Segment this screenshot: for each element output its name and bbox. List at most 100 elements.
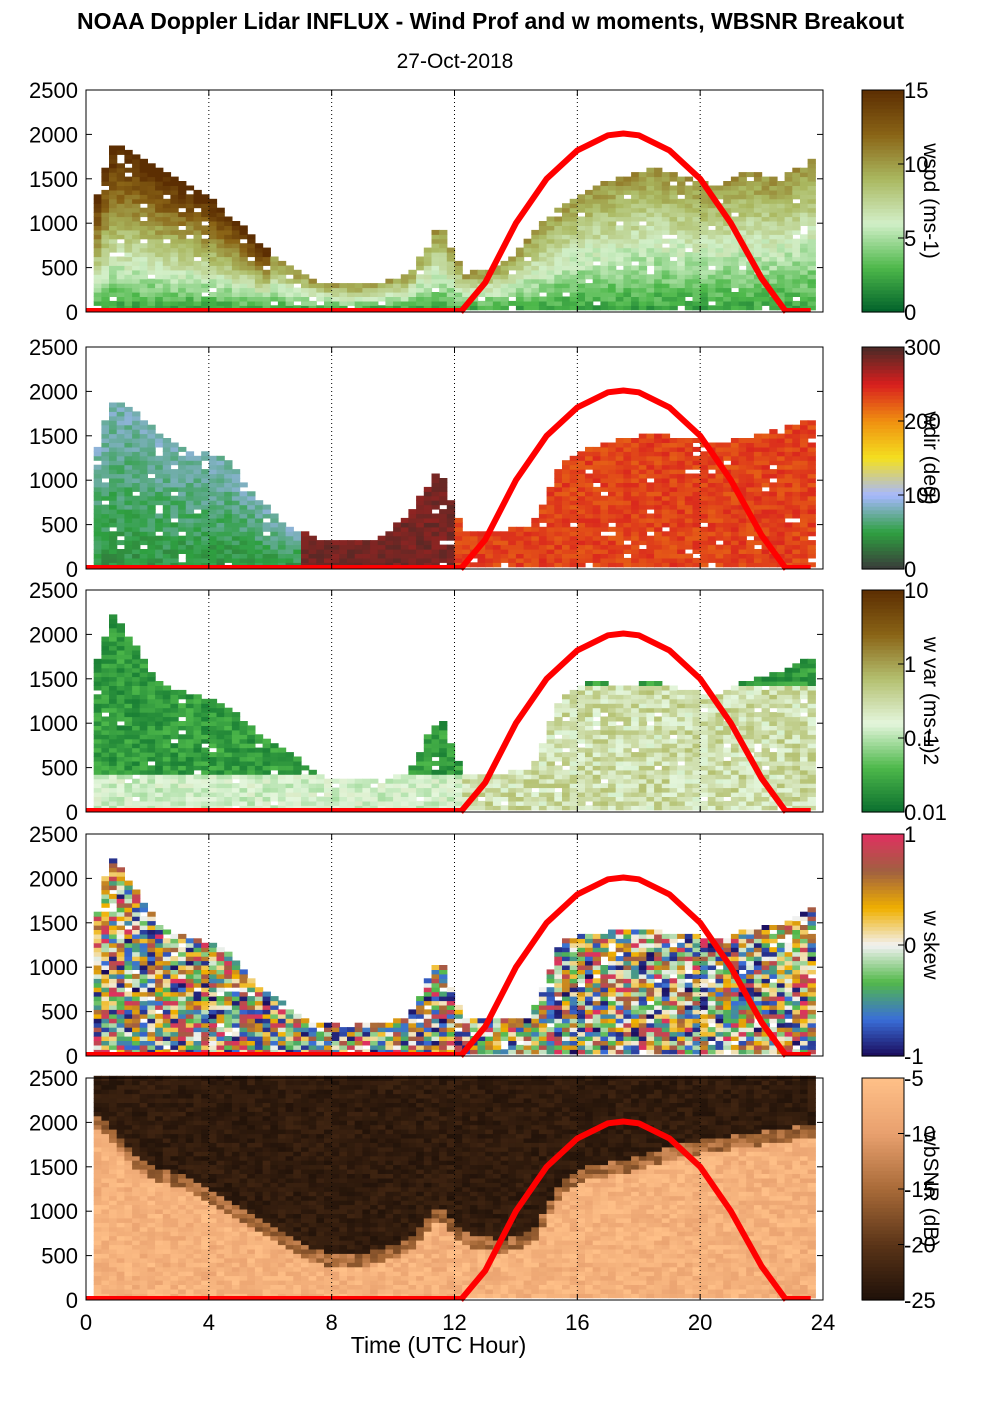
heatmap-cell <box>677 296 686 302</box>
heatmap-cell <box>631 478 640 483</box>
heatmap-cell <box>800 540 809 546</box>
heatmap-cell <box>723 300 732 306</box>
heatmap-cell <box>393 787 402 793</box>
heatmap-cell <box>746 225 755 231</box>
heatmap-cell <box>807 176 816 182</box>
heatmap-cell <box>216 703 225 709</box>
heatmap-cell <box>485 300 494 306</box>
heatmap-cell <box>769 256 778 262</box>
heatmap-cell <box>746 216 755 222</box>
heatmap-cell <box>208 460 218 466</box>
heatmap-cell <box>285 557 294 563</box>
heatmap-cell <box>301 535 310 541</box>
heatmap-cell <box>800 522 809 528</box>
heatmap-cell <box>101 429 110 435</box>
heatmap-cell <box>185 769 195 775</box>
heatmap-cell <box>546 269 555 275</box>
heatmap-cell <box>439 526 448 532</box>
heatmap-cell <box>239 491 248 497</box>
heatmap-cell <box>439 522 448 528</box>
heatmap-cell <box>554 238 563 244</box>
heatmap-cell <box>715 482 724 488</box>
heatmap-cell <box>638 247 648 253</box>
heatmap-cell <box>707 278 717 284</box>
heatmap-cell <box>654 495 663 501</box>
heatmap-cell <box>638 491 648 497</box>
heatmap-cell <box>615 292 624 297</box>
heatmap-cell <box>546 243 555 249</box>
heatmap-cell <box>454 292 463 297</box>
heatmap-cell <box>715 504 724 510</box>
heatmap-cell <box>216 513 225 519</box>
heatmap-cell <box>170 549 179 554</box>
colorbar-swatch <box>862 554 904 559</box>
heatmap-cell <box>700 451 709 457</box>
heatmap-cell <box>700 500 709 506</box>
heatmap-cell <box>462 549 471 554</box>
heatmap-cell <box>761 460 770 466</box>
heatmap-cell <box>577 469 586 475</box>
heatmap-cell <box>761 216 770 222</box>
heatmap-cell <box>600 482 609 488</box>
heatmap-cell <box>707 260 717 266</box>
heatmap-cell <box>500 549 509 554</box>
heatmap-cell <box>101 194 110 200</box>
heatmap-cell <box>592 473 601 479</box>
heatmap-cell <box>423 491 433 497</box>
heatmap-cell <box>600 557 609 563</box>
heatmap-cell <box>769 300 778 306</box>
heatmap-cell <box>132 238 141 244</box>
heatmap-cell <box>408 774 417 780</box>
heatmap-cell <box>661 535 671 541</box>
heatmap-cell <box>339 544 348 550</box>
heatmap-cell <box>224 221 233 226</box>
heatmap-cell <box>669 287 678 293</box>
heatmap-cell <box>638 540 648 546</box>
heatmap-cell <box>615 540 624 546</box>
heatmap-cell <box>784 221 793 226</box>
heatmap-cell <box>723 305 732 311</box>
heatmap-cell <box>224 526 233 532</box>
heatmap-cell <box>139 504 148 510</box>
heatmap-cell <box>93 752 102 758</box>
heatmap-cell <box>109 464 118 470</box>
heatmap-cell <box>385 553 394 559</box>
heatmap-cell <box>116 203 125 209</box>
heatmap-cell <box>600 194 609 200</box>
colorbar-frame <box>861 346 905 570</box>
heatmap-cell <box>170 185 179 191</box>
heatmap-cell <box>147 464 156 470</box>
heatmap-cell <box>155 513 164 519</box>
heatmap-cell <box>807 478 816 483</box>
colorbar-swatch <box>862 454 904 459</box>
heatmap-cell <box>208 229 218 235</box>
heatmap-cell <box>669 296 678 302</box>
heatmap-cell <box>247 747 256 753</box>
heatmap-cell <box>615 451 624 457</box>
heatmap-cell <box>270 553 279 559</box>
heatmap-cell <box>101 256 110 262</box>
heatmap-cell <box>492 300 502 306</box>
heatmap-cell <box>262 553 271 559</box>
heatmap-cell <box>700 535 709 541</box>
heatmap-cell <box>216 464 225 470</box>
heatmap-cell <box>93 774 102 780</box>
heatmap-cell <box>201 712 210 718</box>
heatmap-cell <box>638 464 648 470</box>
heatmap-cell <box>347 283 356 289</box>
heatmap-cell <box>462 296 471 302</box>
heatmap-cell <box>715 185 724 191</box>
heatmap-cell <box>208 221 218 226</box>
heatmap-cell <box>231 800 241 806</box>
heatmap-cell <box>109 553 118 559</box>
heatmap-cell <box>439 765 448 771</box>
heatmap-cell <box>615 274 624 280</box>
heatmap-cell <box>178 738 187 744</box>
heatmap-cell <box>116 442 125 448</box>
heatmap-cell <box>109 406 118 412</box>
heatmap-cell <box>569 513 578 519</box>
heatmap-cell <box>216 743 225 749</box>
heatmap-cell <box>485 296 494 302</box>
heatmap-cell <box>178 260 187 266</box>
heatmap-cell <box>654 540 663 546</box>
